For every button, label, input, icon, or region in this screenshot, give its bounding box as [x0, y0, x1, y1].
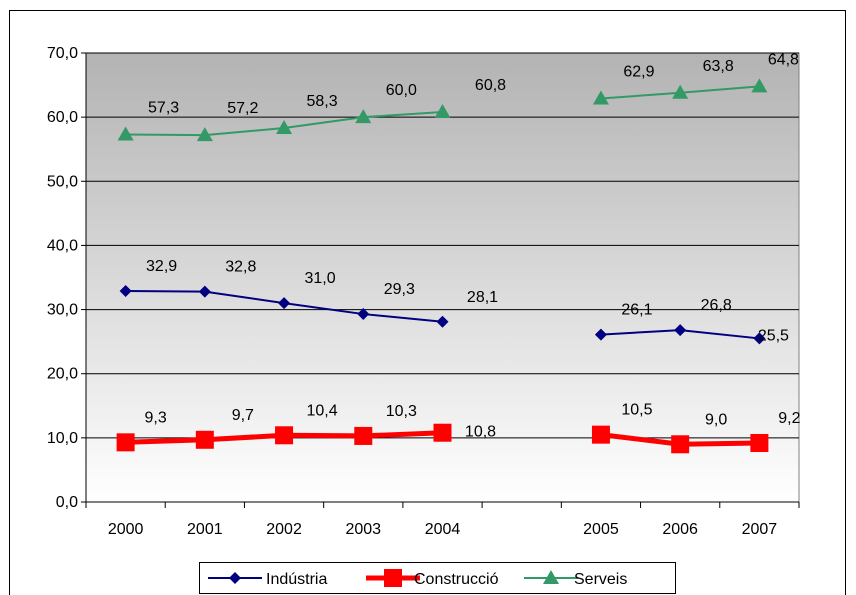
data-label-construcci-: 9,3 — [144, 409, 166, 426]
data-label-construcci-: 9,7 — [232, 407, 254, 424]
point-ind-stria — [436, 315, 449, 328]
x-tick-label: 2004 — [425, 521, 461, 538]
y-tick-label: 50,0 — [47, 173, 78, 190]
point-construcci- — [750, 433, 769, 452]
y-tick-label: 70,0 — [47, 45, 78, 62]
legend-marker-serveis — [543, 570, 559, 584]
data-label-construcci-: 10,5 — [621, 402, 652, 419]
data-label-ind-stria: 32,8 — [225, 259, 256, 276]
point-construcci- — [116, 433, 135, 452]
data-label-ind-stria: 32,9 — [146, 258, 177, 275]
y-tick-label: 0,0 — [56, 494, 78, 511]
point-construcci- — [433, 423, 452, 442]
point-construcci- — [354, 426, 373, 445]
y-tick-label: 10,0 — [47, 430, 78, 447]
data-label-construcci-: 10,4 — [306, 402, 337, 419]
y-tick-label: 40,0 — [47, 237, 78, 254]
point-serveis — [434, 104, 451, 119]
data-labels: 32,9 32,8 31,0 29,3 28,1 26,1 26,8 25,5 9,3 9,7 10… — [144, 51, 800, 440]
point-serveis — [751, 78, 768, 93]
x-tick-label: 2003 — [345, 521, 381, 538]
data-label-ind-stria: 29,3 — [384, 281, 415, 298]
point-construcci- — [195, 430, 214, 449]
data-label-ind-stria: 26,1 — [621, 302, 652, 319]
x-tick-label: 2005 — [583, 521, 619, 538]
data-label-serveis: 63,8 — [703, 58, 734, 75]
x-tick-label: 2002 — [266, 521, 302, 538]
point-ind-stria — [674, 324, 687, 337]
legend-marker-ind-stria — [229, 572, 241, 584]
y-tick-label: 20,0 — [47, 366, 78, 383]
data-label-serveis: 57,2 — [227, 100, 258, 117]
y-tick-label: 60,0 — [47, 109, 78, 126]
data-label-construcci-: 10,3 — [386, 403, 417, 420]
point-serveis — [196, 127, 213, 142]
data-label-ind-stria: 25,5 — [758, 327, 789, 344]
data-label-serveis: 62,9 — [623, 64, 654, 81]
x-tick-label: 2001 — [187, 521, 223, 538]
series-layer — [116, 78, 769, 454]
data-label-serveis: 60,8 — [475, 77, 506, 94]
data-label-construcci-: 10,8 — [465, 424, 496, 441]
x-tick-label: 2000 — [108, 521, 144, 538]
legend-label-serveis: Serveis — [574, 571, 627, 588]
data-label-ind-stria: 31,0 — [304, 270, 335, 287]
data-label-serveis: 58,3 — [306, 93, 337, 110]
data-label-construcci-: 9,0 — [705, 411, 727, 428]
y-tick-label: 30,0 — [47, 302, 78, 319]
legend: Indústria Construcció Serveis — [199, 562, 676, 594]
legend-label-construcci-: Construcció — [414, 571, 499, 588]
x-axis-ticks: 2000 2001 2002 2003 2004 2005 2006 2007 — [85, 502, 800, 538]
point-ind-stria — [278, 297, 291, 310]
point-construcci- — [591, 425, 610, 444]
data-label-construcci-: 9,2 — [778, 410, 800, 427]
point-ind-stria — [198, 285, 211, 298]
legend-marker-construcci- — [384, 569, 402, 587]
axes — [85, 53, 799, 503]
point-serveis — [117, 126, 134, 141]
data-label-ind-stria: 26,8 — [701, 297, 732, 314]
point-construcci- — [671, 435, 690, 454]
point-ind-stria — [357, 308, 370, 321]
point-serveis — [276, 120, 293, 135]
x-tick-label: 2006 — [662, 521, 698, 538]
point-construcci- — [275, 426, 294, 445]
legend-label-ind-stria: Indústria — [266, 571, 327, 588]
data-label-serveis: 60,0 — [386, 82, 417, 99]
point-serveis — [355, 109, 372, 124]
point-serveis — [592, 90, 609, 105]
point-serveis — [672, 84, 689, 99]
y-axis-ticks: 0,0 10,0 20,0 30,0 40,0 50,0 60,0 70,0 — [47, 45, 86, 511]
data-label-serveis: 57,3 — [148, 99, 179, 116]
x-tick-label: 2007 — [742, 521, 778, 538]
point-ind-stria — [753, 332, 766, 345]
data-label-serveis: 64,8 — [768, 51, 799, 68]
data-label-ind-stria: 28,1 — [467, 289, 498, 306]
point-ind-stria — [594, 328, 607, 341]
point-ind-stria — [119, 284, 132, 297]
legend-box — [199, 562, 676, 594]
